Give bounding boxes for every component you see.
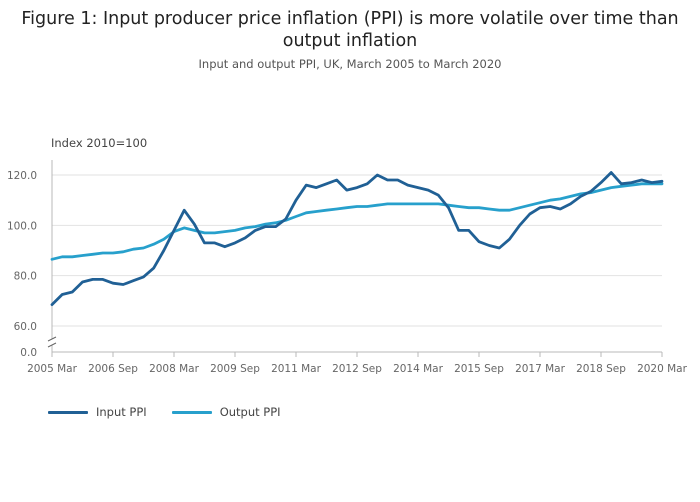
series-lines xyxy=(50,171,664,306)
x-tick-label: 2011 Mar xyxy=(271,363,322,375)
y-tick-label: 80.0 xyxy=(14,271,37,283)
x-tick-label: 2018 Sep xyxy=(576,363,626,375)
gridlines xyxy=(52,174,662,353)
series-line-input-ppi xyxy=(50,171,664,306)
legend-swatch-input-ppi xyxy=(48,410,88,414)
series-line-output-ppi xyxy=(50,182,664,261)
x-tick-label: 2012 Sep xyxy=(332,363,382,375)
x-tick-label: 2005 Mar xyxy=(27,363,78,375)
x-tick-label: 2006 Sep xyxy=(88,363,138,375)
legend: Input PPI Output PPI xyxy=(48,405,306,419)
x-tick-label: 2015 Sep xyxy=(454,363,504,375)
chart-subtitle: Input and output PPI, UK, March 2005 to … xyxy=(198,57,502,71)
y-tick-label: 0.0 xyxy=(20,347,37,359)
legend-label-input-ppi: Input PPI xyxy=(96,405,147,419)
y-axis-label: Index 2010=100 xyxy=(51,136,147,150)
x-tick-label: 2008 Mar xyxy=(149,363,200,375)
axes: 0.0 60.0 80.0 100.0 120.0 2005 Mar 2006 Sep 200… xyxy=(7,160,688,375)
y-tick-label: 120.0 xyxy=(7,170,37,182)
x-tick-label: 2020 Mar xyxy=(637,363,688,375)
axis-break-mark xyxy=(47,342,57,348)
legend-item-output-ppi[interactable]: Output PPI xyxy=(171,405,281,419)
y-tick-label: 100.0 xyxy=(7,220,37,232)
x-tick-label: 2009 Sep xyxy=(210,363,260,375)
y-tick-label: 60.0 xyxy=(14,321,37,333)
chart-title: Figure 1: Input producer price inflation… xyxy=(21,9,679,51)
legend-item-input-ppi[interactable]: Input PPI xyxy=(48,405,147,419)
x-tick-label: 2017 Mar xyxy=(515,363,566,375)
legend-swatch-output-ppi xyxy=(171,410,212,414)
x-tick-label: 2014 Mar xyxy=(393,363,444,375)
legend-label-output-ppi: Output PPI xyxy=(219,405,281,419)
axis-break-mark xyxy=(47,336,57,342)
